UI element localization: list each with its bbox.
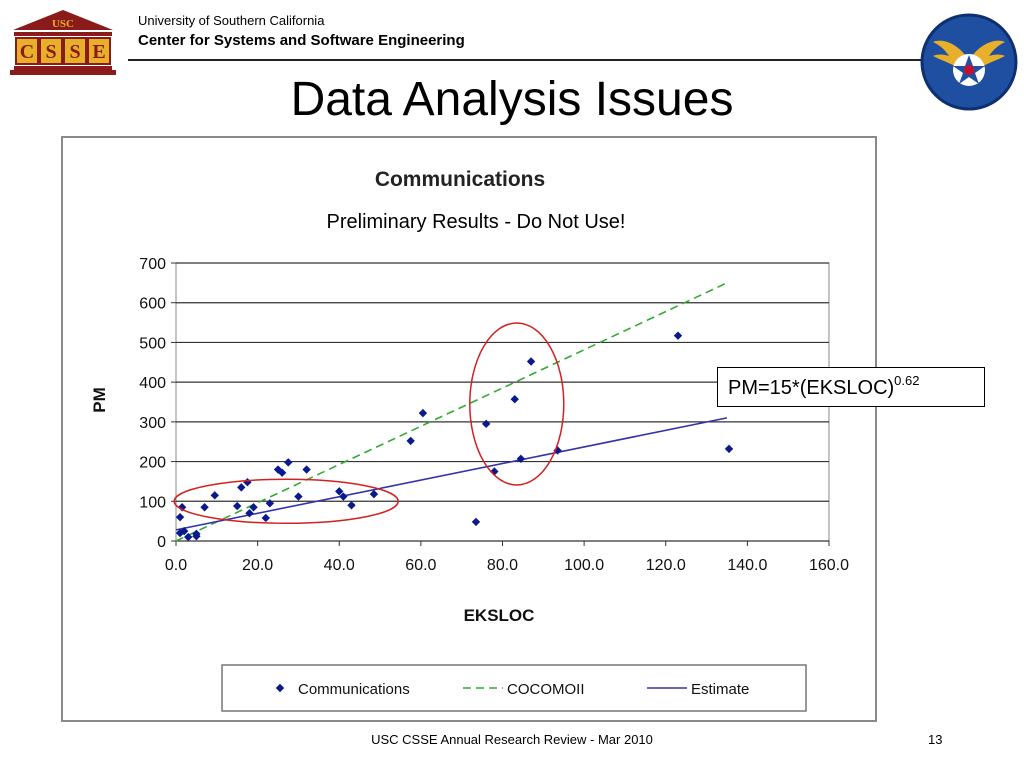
data-point bbox=[673, 331, 683, 340]
slide-title: Data Analysis Issues bbox=[290, 73, 734, 126]
highlight-ellipse-small-projects bbox=[173, 478, 399, 525]
y-tick-label: 400 bbox=[139, 375, 166, 392]
preliminary-warning: Preliminary Results - Do Not Use! bbox=[327, 211, 626, 233]
slide-footer: USC CSSE Annual Research Review - Mar 20… bbox=[371, 732, 653, 747]
formula-base: PM=15*(EKSLOC) bbox=[728, 377, 895, 399]
data-point bbox=[249, 503, 258, 512]
data-point bbox=[233, 501, 242, 511]
data-point bbox=[418, 408, 428, 418]
data-point bbox=[273, 465, 283, 474]
data-point bbox=[284, 458, 293, 467]
chart-frame: Communications Preliminary Results - Do … bbox=[61, 136, 877, 722]
data-point bbox=[277, 468, 287, 477]
svg-text:USC: USC bbox=[52, 18, 74, 30]
x-tick-label: 40.0 bbox=[324, 557, 355, 574]
logo-letter-box bbox=[63, 37, 87, 65]
data-point bbox=[210, 491, 219, 500]
y-tick-label: 0 bbox=[157, 534, 166, 551]
data-point bbox=[192, 529, 201, 539]
legend-label: Estimate bbox=[691, 681, 749, 698]
logo-letter: C bbox=[20, 41, 34, 63]
chart-legend: Communications COCOMOII Estimate bbox=[221, 664, 807, 712]
data-point bbox=[200, 503, 209, 512]
data-point bbox=[184, 532, 193, 542]
plot-area: 0 100 200 300 400 500 600 700 0.0 20.0 40.0 60.0 80.… bbox=[139, 256, 849, 574]
legend-marker bbox=[275, 683, 285, 693]
data-point bbox=[294, 492, 303, 501]
y-tick-label: 300 bbox=[139, 415, 166, 432]
highlight-ellipse-large-projects bbox=[469, 322, 565, 486]
data-point bbox=[335, 487, 344, 496]
formula-exponent: 0.62 bbox=[894, 373, 920, 388]
page-number: 13 bbox=[928, 732, 943, 747]
scatter-chart: Communications Preliminary Results - Do … bbox=[90, 168, 849, 712]
data-point bbox=[481, 419, 491, 429]
x-tick-label: 0.0 bbox=[165, 557, 187, 574]
data-point bbox=[302, 465, 311, 474]
header-divider bbox=[128, 59, 928, 61]
series-line-estimate bbox=[175, 417, 728, 531]
x-tick-label: 100.0 bbox=[564, 557, 604, 574]
legend-label: Communications bbox=[298, 681, 410, 698]
x-tick-label: 60.0 bbox=[405, 557, 436, 574]
university-name: University of Southern California bbox=[138, 13, 325, 28]
x-axis-label: EKSLOC bbox=[464, 606, 535, 625]
data-point bbox=[406, 436, 415, 446]
y-tick-label: 200 bbox=[139, 455, 166, 472]
x-tick-label: 160.0 bbox=[809, 557, 849, 574]
logo-letter: S bbox=[69, 41, 80, 63]
center-name: Center for Systems and Software Engineer… bbox=[138, 32, 465, 49]
logo-letter-box bbox=[87, 37, 111, 65]
y-axis-label: PM bbox=[90, 387, 109, 413]
chart-title: Communications bbox=[375, 168, 545, 191]
data-point bbox=[245, 509, 254, 518]
data-point bbox=[179, 526, 189, 536]
y-tick-label: 500 bbox=[139, 335, 166, 352]
data-point bbox=[510, 395, 519, 404]
data-point bbox=[347, 501, 356, 510]
y-tick-label: 700 bbox=[139, 256, 166, 273]
data-point bbox=[177, 503, 187, 512]
data-point bbox=[724, 444, 734, 454]
x-tick-label: 20.0 bbox=[242, 557, 273, 574]
x-tick-label: 140.0 bbox=[727, 557, 767, 574]
data-point bbox=[339, 492, 348, 501]
x-tick-label: 80.0 bbox=[487, 557, 518, 574]
data-point bbox=[261, 513, 270, 523]
x-tick-label: 120.0 bbox=[646, 557, 686, 574]
logo-letter: S bbox=[45, 41, 56, 63]
series-line-cocomoii bbox=[175, 282, 728, 542]
logo-letter: E bbox=[92, 41, 105, 63]
y-tick-label: 100 bbox=[139, 494, 166, 511]
data-point bbox=[265, 499, 275, 508]
air-force-star-wings-icon bbox=[919, 12, 1019, 112]
logo-letter-box bbox=[15, 37, 39, 65]
data-point bbox=[369, 489, 379, 499]
logo-letter-box bbox=[39, 37, 63, 65]
data-point bbox=[237, 483, 246, 492]
data-point bbox=[516, 454, 526, 463]
formula-box: PM=15*(EKSLOC)0.62 bbox=[717, 367, 985, 407]
legend-label: COCOMOII bbox=[507, 681, 585, 698]
data-point bbox=[471, 517, 481, 527]
y-tick-label: 600 bbox=[139, 296, 166, 313]
data-point bbox=[243, 478, 252, 487]
